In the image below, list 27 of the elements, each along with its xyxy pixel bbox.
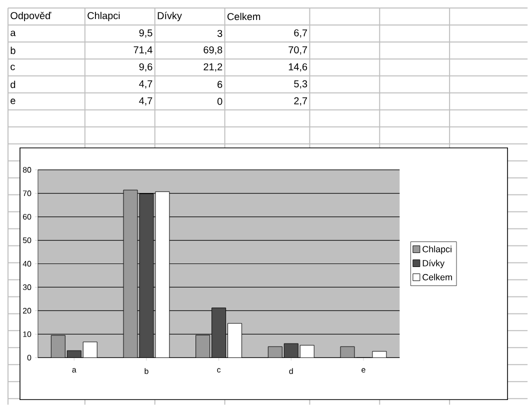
category-label: c <box>10 64 15 70</box>
category-label: d <box>10 80 16 88</box>
data-label: 6 <box>218 80 222 88</box>
data-label: 4,7 <box>139 97 152 106</box>
text: Dívky <box>158 12 182 22</box>
category-label: b <box>10 46 16 54</box>
data-label: 0 <box>217 98 222 105</box>
legend-label: Celkem <box>422 274 452 280</box>
text: Odpověď <box>10 12 52 22</box>
data-label: 2,7 <box>294 97 308 106</box>
data-label: 3 <box>217 30 222 37</box>
category-label: e <box>10 98 16 104</box>
data-label: 71,4 <box>134 46 152 54</box>
data-label: 6,7 <box>294 29 308 38</box>
legend-label: Chlapci <box>422 246 452 254</box>
data-label: 21,2 <box>204 63 222 72</box>
data-label: 69,8 <box>204 46 222 55</box>
text: Chlapci <box>88 12 120 22</box>
data-label: 5,3 <box>294 80 308 88</box>
data-label: 9,6 <box>139 63 152 72</box>
data-label: 4,7 <box>139 80 152 88</box>
legend-label: Dívky <box>422 260 445 268</box>
data-label: 70,7 <box>288 46 308 55</box>
data-label: 9,5 <box>139 29 152 38</box>
data-label: 14,6 <box>288 63 308 72</box>
text: Celkem <box>227 12 260 20</box>
category-label: a <box>10 30 16 36</box>
